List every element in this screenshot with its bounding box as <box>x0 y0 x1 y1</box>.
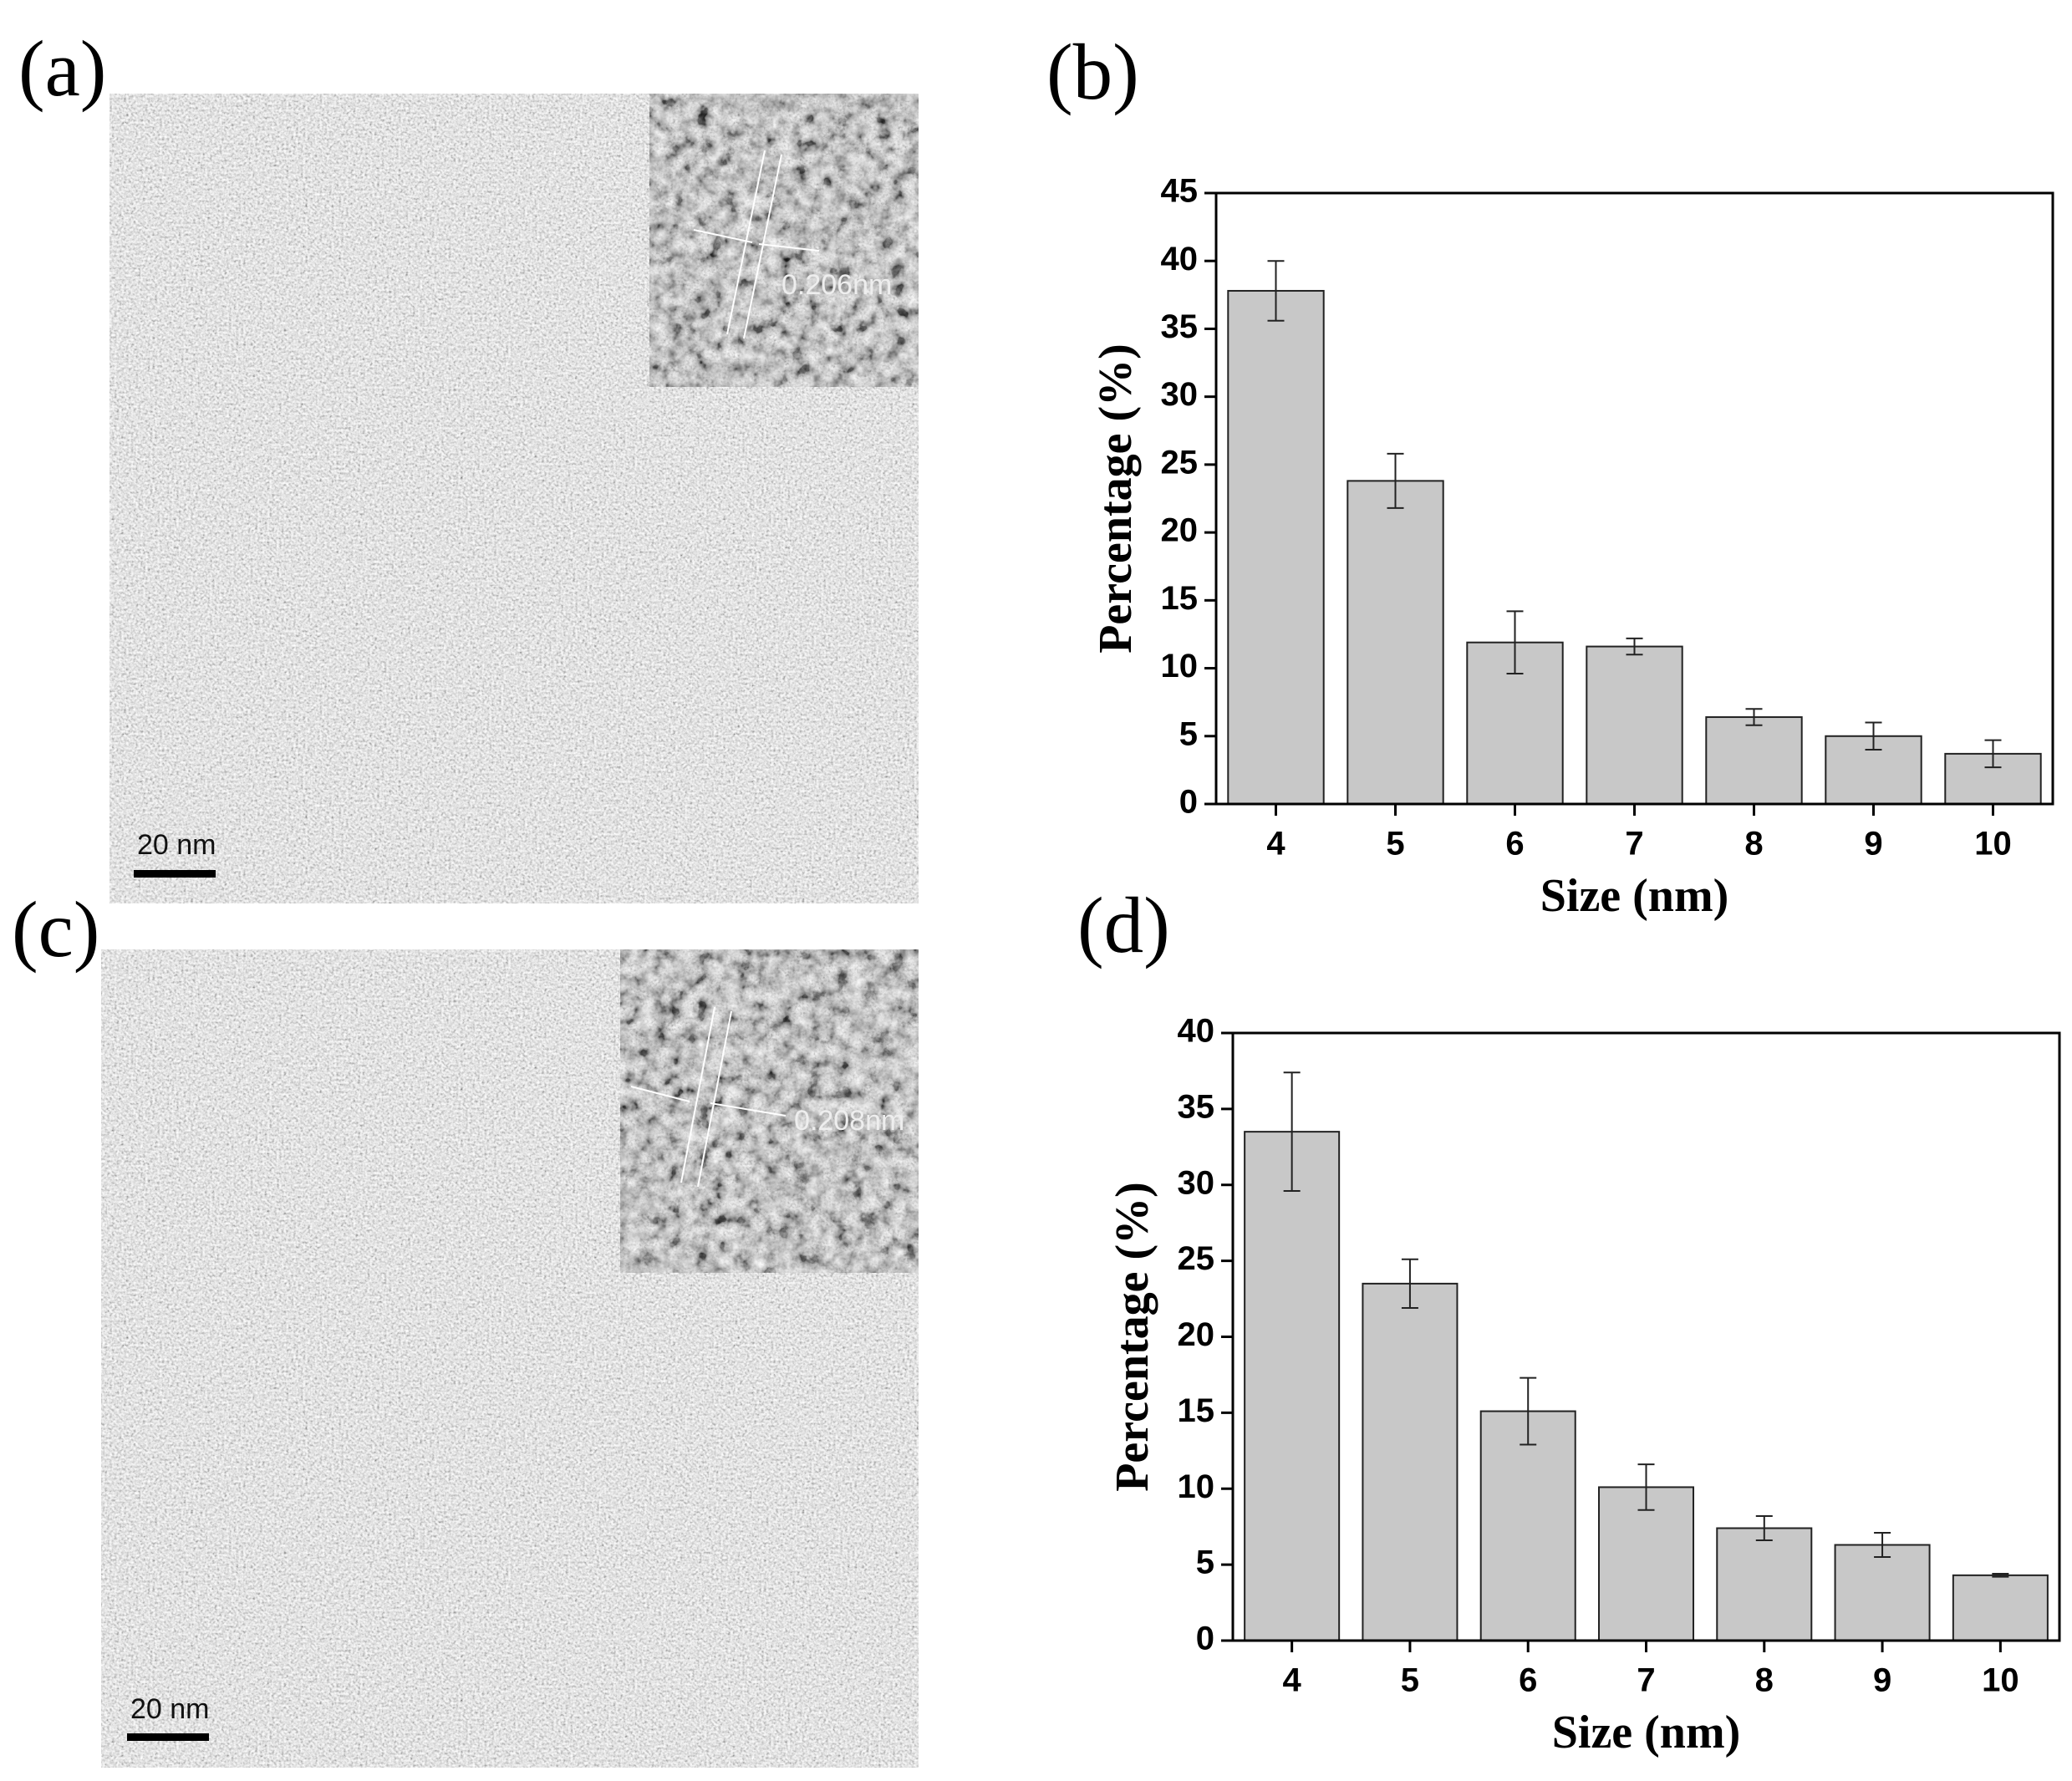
y-tick-label: 30 <box>1178 1164 1215 1201</box>
panel-label: (d) <box>1077 881 1170 969</box>
lattice-spacing: 0.208nm <box>794 1105 904 1137</box>
scale-bar-label: 20 nm <box>130 1693 210 1725</box>
x-axis-label: Size (nm) <box>1552 1707 1741 1758</box>
bar <box>1716 1527 1813 1641</box>
bar <box>1244 1131 1341 1641</box>
y-tick-label: 15 <box>1161 580 1199 617</box>
scale-bar-label: 20 nm <box>137 829 216 861</box>
x-tick-label: 4 <box>1266 826 1285 863</box>
plot-frame <box>1231 1031 2061 1642</box>
y-tick-label: 35 <box>1161 308 1199 345</box>
x-axis-label: Size (nm) <box>1540 870 1729 922</box>
x-tick-label: 10 <box>1982 1662 2019 1699</box>
y-tick-label: 5 <box>1179 715 1198 752</box>
x-tick-label: 7 <box>1625 826 1643 863</box>
x-tick-label: 6 <box>1505 826 1524 863</box>
y-tick-label: 30 <box>1161 376 1199 413</box>
y-tick-label: 5 <box>1196 1544 1214 1581</box>
y-tick-label: 15 <box>1178 1392 1215 1429</box>
x-tick-label: 7 <box>1637 1662 1655 1699</box>
y-tick-label: 20 <box>1161 512 1199 549</box>
y-tick-label: 25 <box>1161 444 1199 481</box>
lattice-marker <box>693 150 820 339</box>
x-tick-label: 9 <box>1873 1662 1891 1699</box>
y-tick-label: 0 <box>1179 784 1198 821</box>
x-tick-label: 4 <box>1283 1662 1302 1699</box>
bar <box>1227 289 1325 805</box>
bar <box>1479 1410 1576 1641</box>
y-tick-label: 45 <box>1161 173 1199 210</box>
y-tick-label: 40 <box>1161 241 1199 277</box>
bar <box>1597 1486 1695 1641</box>
y-tick-label: 10 <box>1178 1468 1215 1505</box>
panel-label: (a) <box>18 24 106 113</box>
x-tick-label: 6 <box>1519 1662 1537 1699</box>
x-tick-label: 9 <box>1864 826 1882 863</box>
panel-label: (c) <box>12 885 99 974</box>
bar <box>1705 716 1803 806</box>
x-tick-label: 5 <box>1401 1662 1419 1699</box>
hrtem-inset <box>620 949 919 1273</box>
x-tick-label: 5 <box>1386 826 1404 863</box>
x-tick-label: 10 <box>1974 826 2012 863</box>
y-tick-label: 40 <box>1178 1013 1215 1050</box>
lattice-spacing: 0.206nm <box>781 269 892 301</box>
bar <box>1952 1574 2049 1642</box>
bar <box>1834 1544 1931 1642</box>
y-tick-label: 35 <box>1178 1088 1215 1125</box>
lattice-marker <box>630 1006 787 1188</box>
scale-bar <box>134 870 216 878</box>
y-axis-label: Percentage (%) <box>1107 1182 1158 1492</box>
y-tick-label: 20 <box>1178 1316 1215 1353</box>
scale-bar <box>127 1733 209 1741</box>
y-tick-label: 25 <box>1178 1240 1215 1277</box>
bar <box>1347 480 1444 805</box>
bar <box>1586 645 1683 806</box>
x-tick-label: 8 <box>1744 826 1763 863</box>
y-axis-label: Percentage (%) <box>1090 343 1142 654</box>
bar <box>1362 1282 1459 1641</box>
y-tick-label: 0 <box>1196 1621 1214 1657</box>
y-tick-label: 10 <box>1161 648 1199 684</box>
x-tick-label: 8 <box>1755 1662 1774 1699</box>
panel-label: (b) <box>1046 28 1139 116</box>
hrtem-inset <box>649 94 919 387</box>
plot-frame <box>1214 191 2054 806</box>
